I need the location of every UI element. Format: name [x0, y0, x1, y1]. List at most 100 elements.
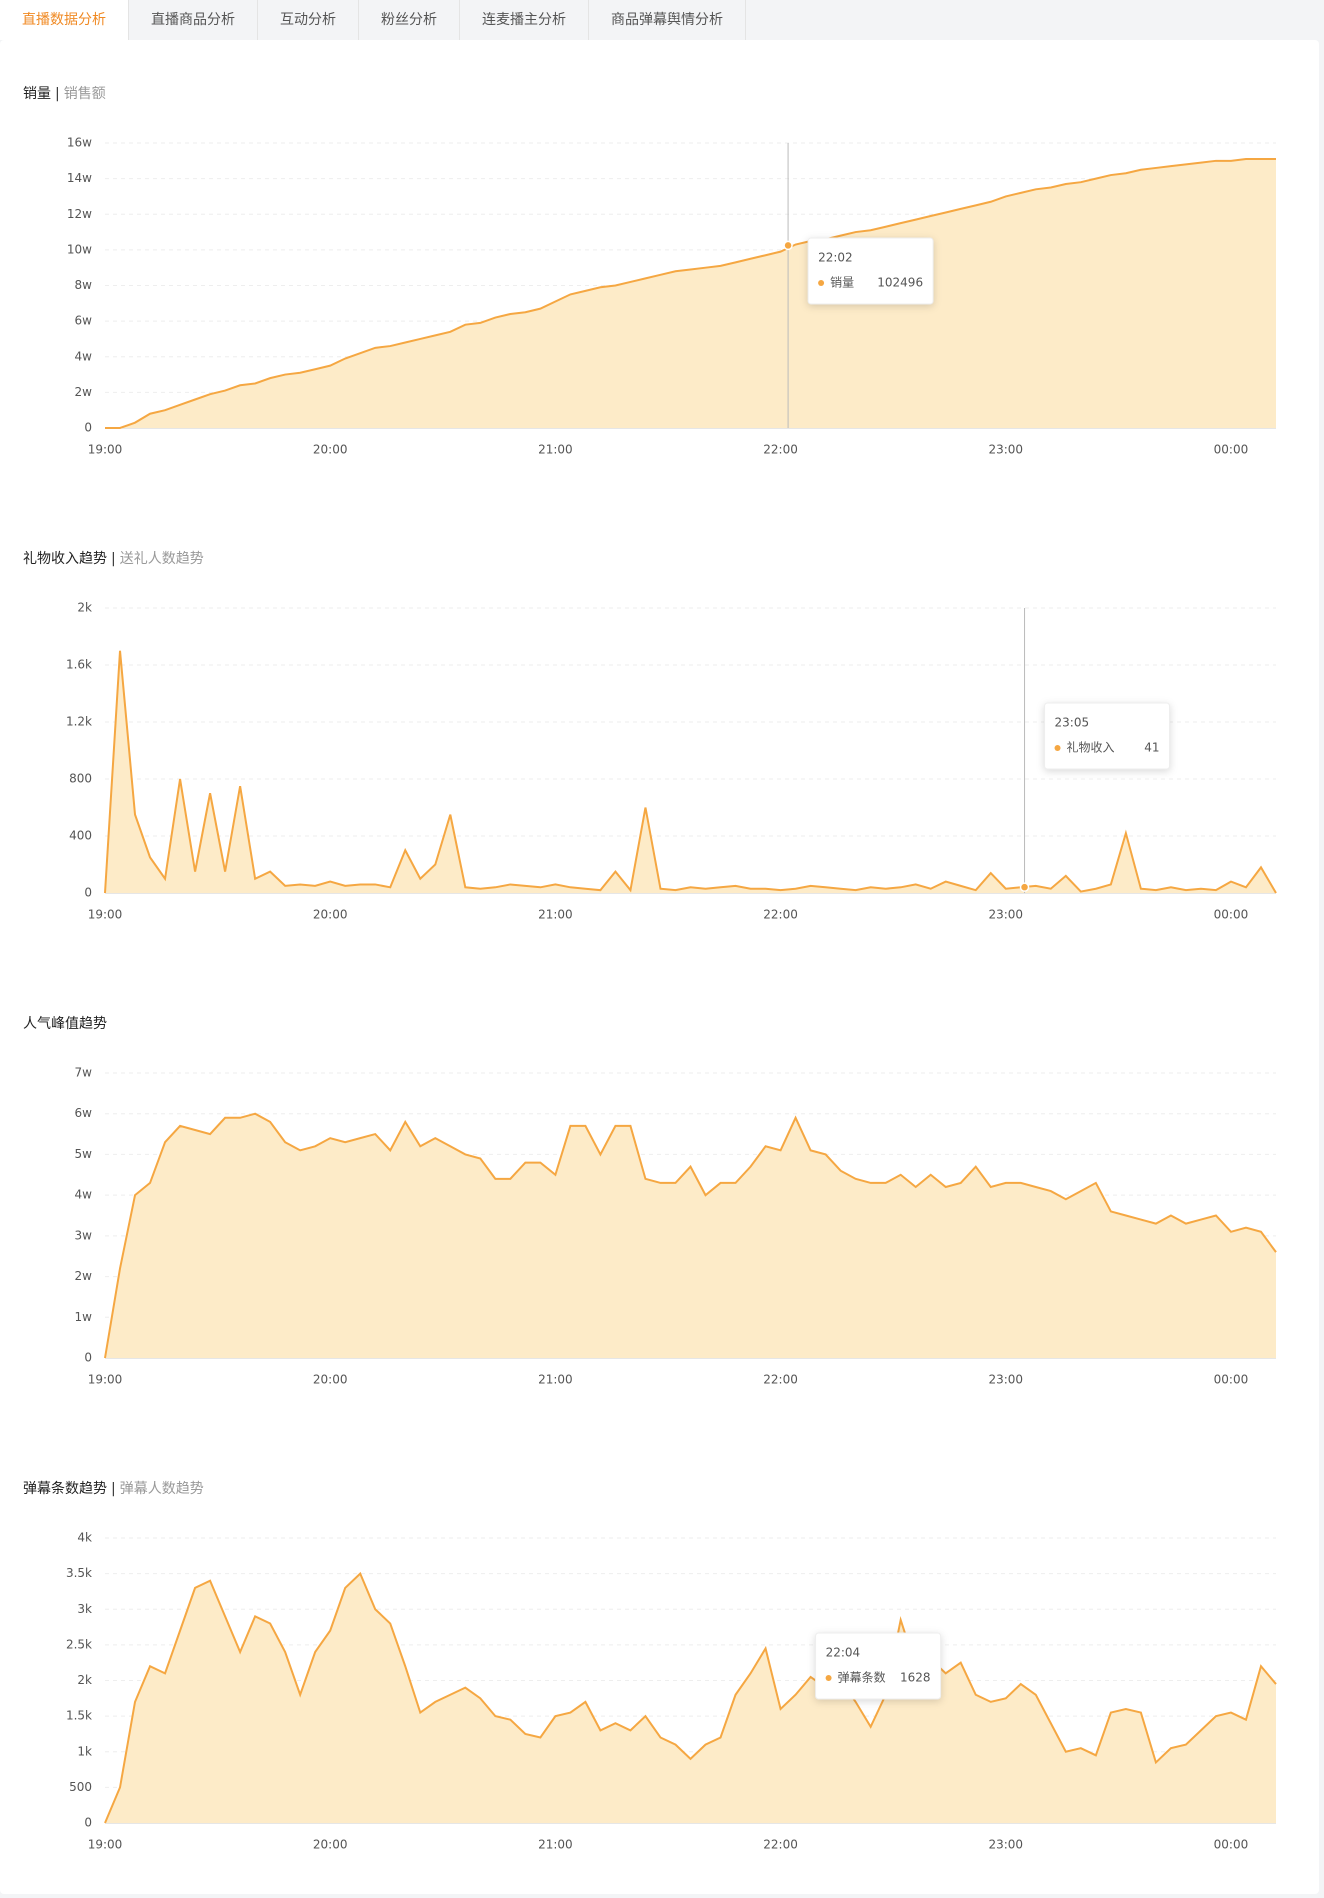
title: 弹幕条数趋势: [23, 1480, 107, 1497]
line: [104, 1571, 1277, 1824]
tab[interactable]: 直播数据分析: [0, 0, 129, 40]
line: [104, 1112, 1277, 1359]
y-tick-label: 7w: [75, 1066, 93, 1080]
y-tick-label: 5w: [75, 1147, 93, 1161]
x-tick-label: 22:00: [763, 1373, 798, 1387]
y-tick-label: 3.5k: [66, 1566, 92, 1580]
tooltip-dot: [825, 1675, 832, 1681]
x-tick-label: 00:00: [1214, 908, 1249, 922]
alt-title[interactable]: 送礼人数趋势: [120, 551, 204, 567]
tooltip-box: [815, 1632, 942, 1700]
y-tick-label: 2.5k: [66, 1637, 92, 1651]
y-tick-label: 6w: [75, 314, 93, 328]
x-tick-label: 23:00: [988, 443, 1023, 457]
tab[interactable]: 连麦播主分析: [460, 0, 589, 40]
chart-title: 弹幕条数趋势 | 弹幕人数趋势: [23, 1480, 204, 1497]
x-tick-label: 23:00: [988, 908, 1023, 922]
line: [105, 158, 1276, 429]
alt-title[interactable]: 销售额: [64, 86, 106, 102]
tooltip-label: 礼物收入: [1067, 740, 1115, 755]
y-tick-label: 1k: [77, 1744, 92, 1758]
area: [105, 1113, 1276, 1358]
tooltip-label: 弹幕条数: [838, 1670, 886, 1685]
separator: |: [55, 86, 60, 102]
x-tick-label: 00:00: [1214, 1373, 1249, 1387]
tooltip-label: 销量: [830, 276, 854, 290]
hover-dot: [1019, 882, 1030, 892]
x-tick-label: 20:00: [313, 1838, 348, 1852]
y-tick-label: 1.6k: [66, 658, 92, 672]
x-tick-label: 21:00: [538, 1838, 573, 1852]
tooltip-dot: [818, 280, 825, 286]
y-tick-label: 500: [69, 1780, 92, 1794]
x-tick-label: 19:00: [88, 443, 123, 457]
x-tick-label: 20:00: [313, 1373, 348, 1387]
y-tick-label: 12w: [67, 207, 92, 221]
tooltip-box: [807, 237, 934, 305]
alt-title[interactable]: 弹幕人数趋势: [120, 1481, 204, 1497]
hover-dot: [783, 240, 793, 251]
y-tick-label: 2w: [75, 1269, 93, 1283]
x-tick-label: 21:00: [538, 1373, 573, 1387]
separator: |: [111, 1481, 116, 1497]
tab[interactable]: 粉丝分析: [359, 0, 460, 40]
tooltip-value: 41: [1144, 741, 1159, 755]
title: 礼物收入趋势: [23, 551, 107, 567]
card: 销量 | 销售额 0 2w 4w 6w 8w 10w 12w 14w 16w 19:00 20:00 21:…: [0, 40, 1319, 1894]
y-tick-label: 16w: [67, 136, 92, 150]
tab[interactable]: 商品弹幕舆情分析: [589, 0, 746, 40]
x-tick-label: 22:00: [763, 1838, 798, 1852]
y-tick-label: 4w: [75, 1188, 93, 1202]
tab[interactable]: 互动分析: [258, 0, 359, 40]
y-tick-label: 0: [84, 1351, 92, 1365]
x-tick-label: 19:00: [88, 1838, 123, 1852]
tooltip-time: 22:02: [818, 251, 853, 265]
chart-title: 销量 | 销售额: [23, 86, 106, 102]
line: [104, 650, 1277, 894]
y-tick-label: 4w: [75, 349, 93, 363]
separator: |: [111, 551, 116, 567]
tooltip-value: 1628: [900, 1671, 931, 1685]
x-tick-label: 19:00: [88, 908, 123, 922]
y-tick-label: 14w: [67, 171, 92, 185]
y-tick-label: 1.2k: [66, 715, 92, 729]
y-tick-label: 0: [84, 1816, 92, 1830]
y-tick-label: 2w: [75, 385, 93, 399]
y-tick-label: 2k: [77, 601, 92, 615]
y-tick-label: 400: [69, 829, 92, 843]
area: [105, 1573, 1276, 1823]
y-tick-label: 3k: [77, 1602, 92, 1616]
x-tick-label: 19:00: [88, 1373, 123, 1387]
y-tick-label: 800: [69, 772, 92, 786]
y-tick-label: 1w: [75, 1310, 93, 1324]
y-tick-label: 3w: [75, 1228, 93, 1242]
x-tick-label: 20:00: [313, 908, 348, 922]
tooltip-dot: [1054, 745, 1061, 751]
y-tick-label: 8w: [75, 278, 93, 292]
title: 人气峰值趋势: [23, 1016, 107, 1032]
tooltip-box: [1044, 702, 1171, 770]
area: [105, 650, 1276, 893]
tooltip-value: 102496: [877, 276, 923, 290]
tooltip-time: 22:04: [826, 1646, 861, 1660]
x-tick-label: 23:00: [988, 1373, 1023, 1387]
y-tick-label: 1.5k: [66, 1709, 92, 1723]
y-tick-label: 0: [84, 421, 92, 435]
x-tick-label: 21:00: [538, 908, 573, 922]
tooltip-time: 23:05: [1055, 716, 1090, 730]
tab-bar: 直播数据分析 直播商品分析 互动分析 粉丝分析 连麦播主分析 商品弹幕舆情分析: [0, 0, 1324, 40]
tab[interactable]: 直播商品分析: [129, 0, 258, 40]
y-tick-label: 0: [84, 886, 92, 900]
y-tick-label: 6w: [75, 1106, 93, 1120]
x-tick-label: 20:00: [313, 443, 348, 457]
x-tick-label: 22:00: [763, 908, 798, 922]
chart-title: 人气峰值趋势: [23, 1016, 107, 1032]
x-tick-label: 21:00: [538, 443, 573, 457]
area: [105, 159, 1276, 428]
title: 销量: [23, 86, 51, 102]
x-tick-label: 23:00: [988, 1838, 1023, 1852]
y-tick-label: 4k: [77, 1531, 92, 1545]
y-tick-label: 2k: [77, 1673, 92, 1687]
